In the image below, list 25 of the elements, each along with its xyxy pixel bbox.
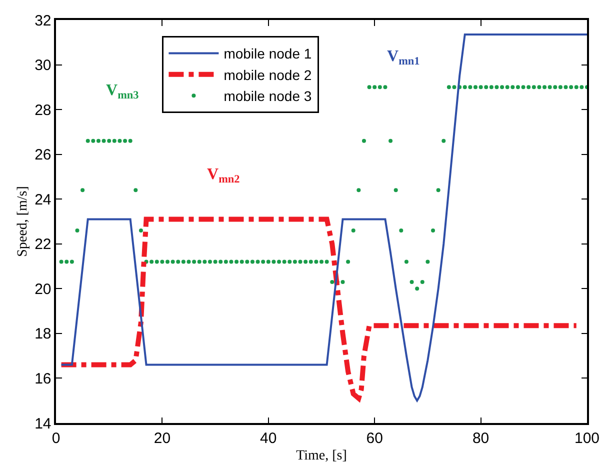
line-series [60,34,587,402]
x-axis-title: Time, [s] [296,448,347,464]
x-tick-label: 80 [472,430,490,447]
x-tick-label: 60 [366,430,383,447]
y-tick-label: 30 [34,57,52,74]
y-tick-label: 26 [34,146,52,164]
y-tick-label: 16 [34,370,52,388]
y-axis-title: Speed, [m/s] [16,186,31,257]
annotation: V$_{mn3}$ [106,82,140,102]
y-tick-label: 32 [34,12,52,30]
y-tick-label: 24 [34,191,52,208]
x-tick-label: 20 [154,430,171,447]
y-tick-label: 22 [34,236,52,254]
x-tick-label: 0 [52,430,60,447]
legend-label: mobile node 1 [224,46,312,62]
y-tick-label: 20 [34,280,52,298]
x-tick-label: 100 [574,430,600,447]
y-tick-label: 14 [34,415,52,432]
annotation: V$_{mn2}$ [207,166,240,186]
x-tick-label: 40 [260,430,277,447]
legend-label: mobile node 2 [224,66,312,83]
y-tick-label: 28 [34,102,52,119]
annotation: V$_{mn1}$ [387,48,420,68]
y-tick-label: 18 [34,326,52,343]
legend-label: mobile node 3 [224,88,312,104]
